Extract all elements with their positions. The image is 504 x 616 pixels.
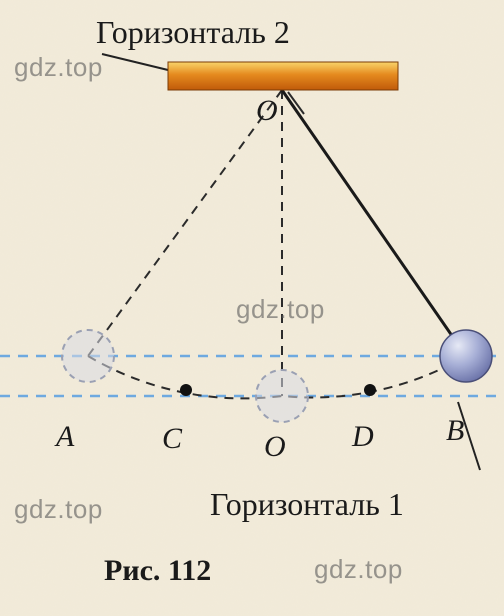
leader-h2 xyxy=(102,54,168,70)
label-C: C xyxy=(162,422,182,456)
label-B: B xyxy=(446,414,464,448)
ceiling-beam xyxy=(168,62,398,90)
label-title_h2: Горизонталь 2 xyxy=(96,14,290,51)
label-caption: Рис. 112 xyxy=(104,554,211,588)
label-O_bot: O xyxy=(264,430,286,464)
watermark: gdz.top xyxy=(314,554,403,585)
watermark: gdz.top xyxy=(14,52,103,83)
ball-A-ghost xyxy=(62,330,114,382)
point-C xyxy=(180,384,192,396)
point-D xyxy=(364,384,376,396)
label-A: A xyxy=(56,420,74,454)
watermark: gdz.top xyxy=(14,494,103,525)
label-D: D xyxy=(352,420,374,454)
watermark: gdz.top xyxy=(236,294,325,325)
label-O_top: O xyxy=(256,94,278,128)
label-title_h1: Горизонталь 1 xyxy=(210,486,404,523)
ball-O-ghost xyxy=(256,370,308,422)
ball-B-solid xyxy=(440,330,492,382)
